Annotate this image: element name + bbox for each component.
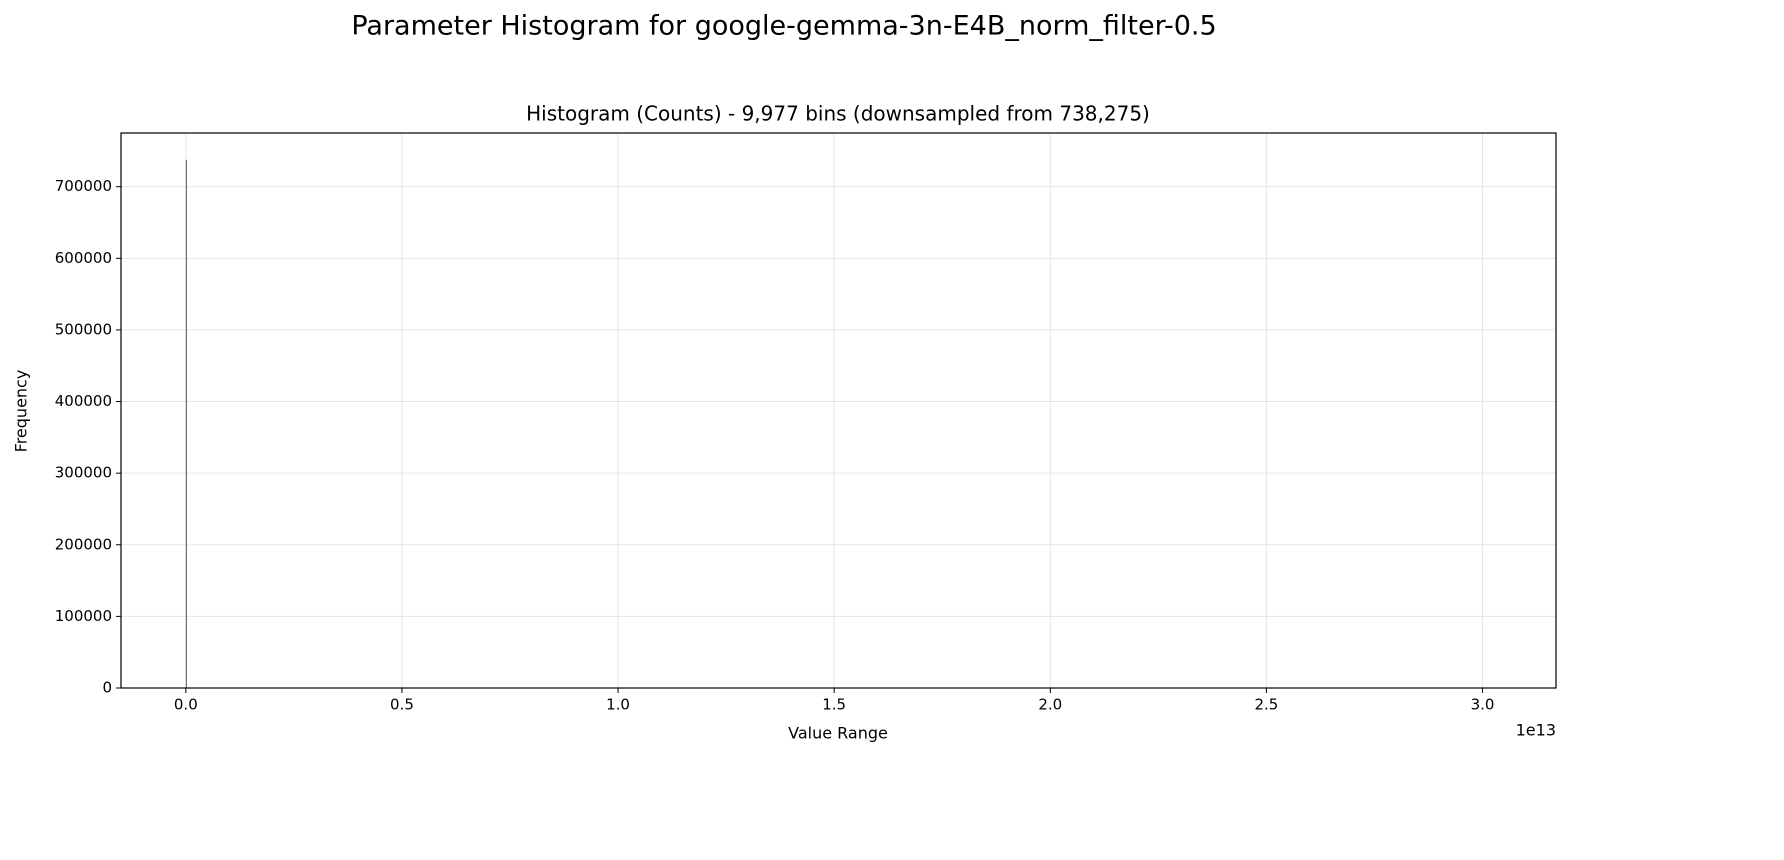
y-tick-label: 500000 [55,320,112,338]
y-axis-label: Frequency [12,370,31,453]
y-tick-label: 300000 [55,464,112,482]
x-tick-label: 2.5 [1254,696,1278,714]
plot-frame [120,132,1557,689]
x-tick-label: 1.0 [606,696,630,714]
y-tick-label: 100000 [55,607,112,625]
y-tick-label: 0 [102,679,112,697]
x-tick-label: 0.0 [174,696,198,714]
y-tick-label: 400000 [55,392,112,410]
bar [185,159,187,688]
x-tick-label: 0.5 [390,696,414,714]
chart-subtitle: Histogram (Counts) - 9,977 bins (downsam… [526,102,1150,126]
chart-title: Parameter Histogram for google-gemma-3n-… [351,11,1216,42]
y-tick-label: 600000 [55,249,112,267]
x-tick-label: 2.0 [1038,696,1062,714]
x-offset-label: 1e13 [1516,721,1556,740]
y-tick-label: 200000 [55,535,112,553]
y-tick-label: 700000 [55,177,112,195]
x-axis-label: Value Range [788,724,888,743]
x-tick-label: 1.5 [822,696,846,714]
x-tick-label: 3.0 [1471,696,1495,714]
